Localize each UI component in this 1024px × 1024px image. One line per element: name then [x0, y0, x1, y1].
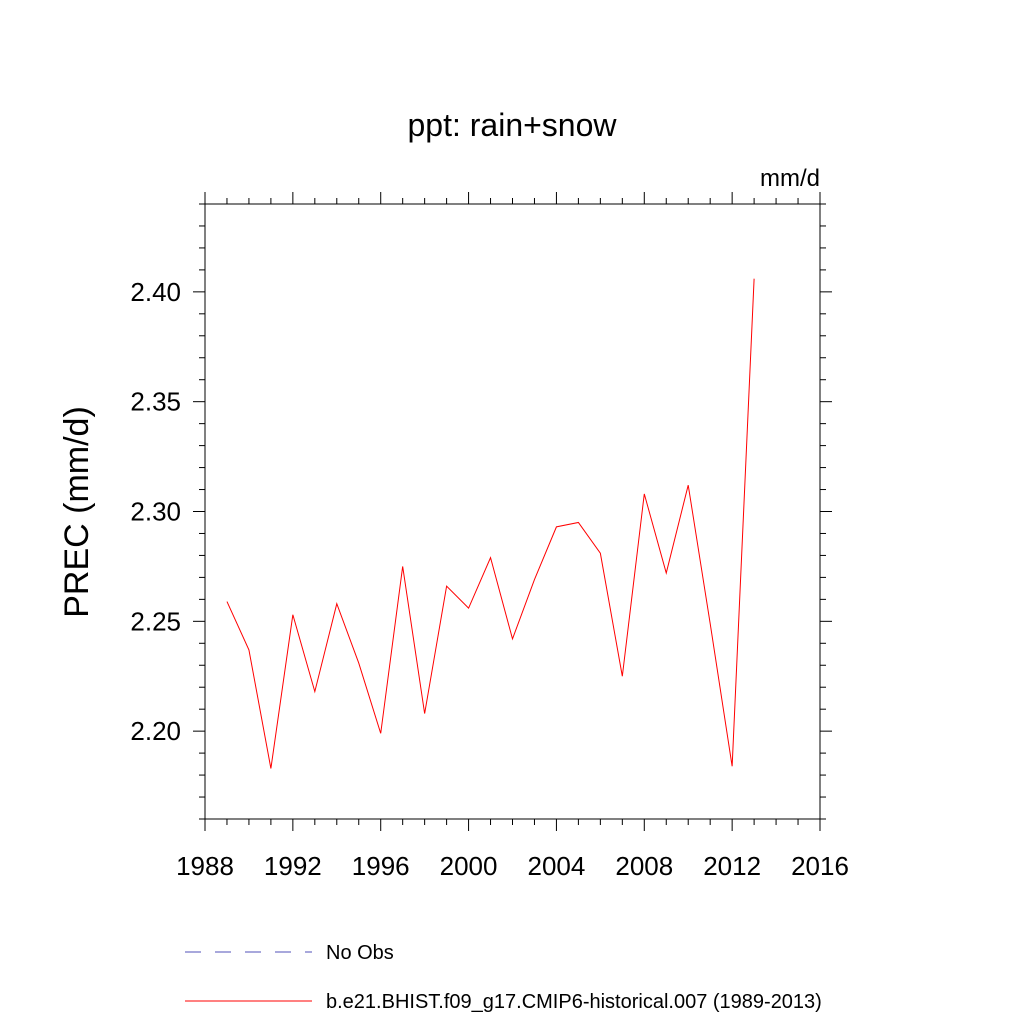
x-tick-label: 1988 [176, 851, 234, 881]
x-tick-label: 2012 [703, 851, 761, 881]
x-tick-label: 2004 [528, 851, 586, 881]
y-tick-label: 2.35 [130, 387, 181, 417]
x-tick-label: 2016 [791, 851, 849, 881]
x-tick-label: 2008 [615, 851, 673, 881]
y-tick-label: 2.25 [130, 606, 181, 636]
legend-label: No Obs [326, 942, 394, 964]
x-tick-label: 2000 [440, 851, 498, 881]
series-line [226, 278, 755, 769]
y-tick-label: 2.20 [130, 716, 181, 746]
x-tick-labels: 1988 1992 1996 2000 2004 2008 2012 2016 [176, 851, 849, 881]
y-tick-label: 2.40 [130, 277, 181, 307]
series-lines [226, 278, 755, 769]
axis-ticks [193, 192, 832, 831]
y-tick-label: 2.30 [130, 497, 181, 527]
y-tick-labels: 2.20 2.25 2.30 2.35 2.40 [130, 277, 181, 746]
x-tick-label: 1992 [264, 851, 322, 881]
plot-frame [204, 203, 821, 820]
x-tick-label: 1996 [352, 851, 410, 881]
legend: No Obs b.e21.BHIST.f09_g17.CMIP6-historic… [185, 942, 822, 1013]
units-label: mm/d [760, 165, 820, 192]
chart-title: ppt: rain+snow [407, 107, 617, 143]
legend-label: b.e21.BHIST.f09_g17.CMIP6-historical.007… [326, 991, 822, 1013]
y-axis-label: PREC (mm/d) [58, 406, 96, 618]
